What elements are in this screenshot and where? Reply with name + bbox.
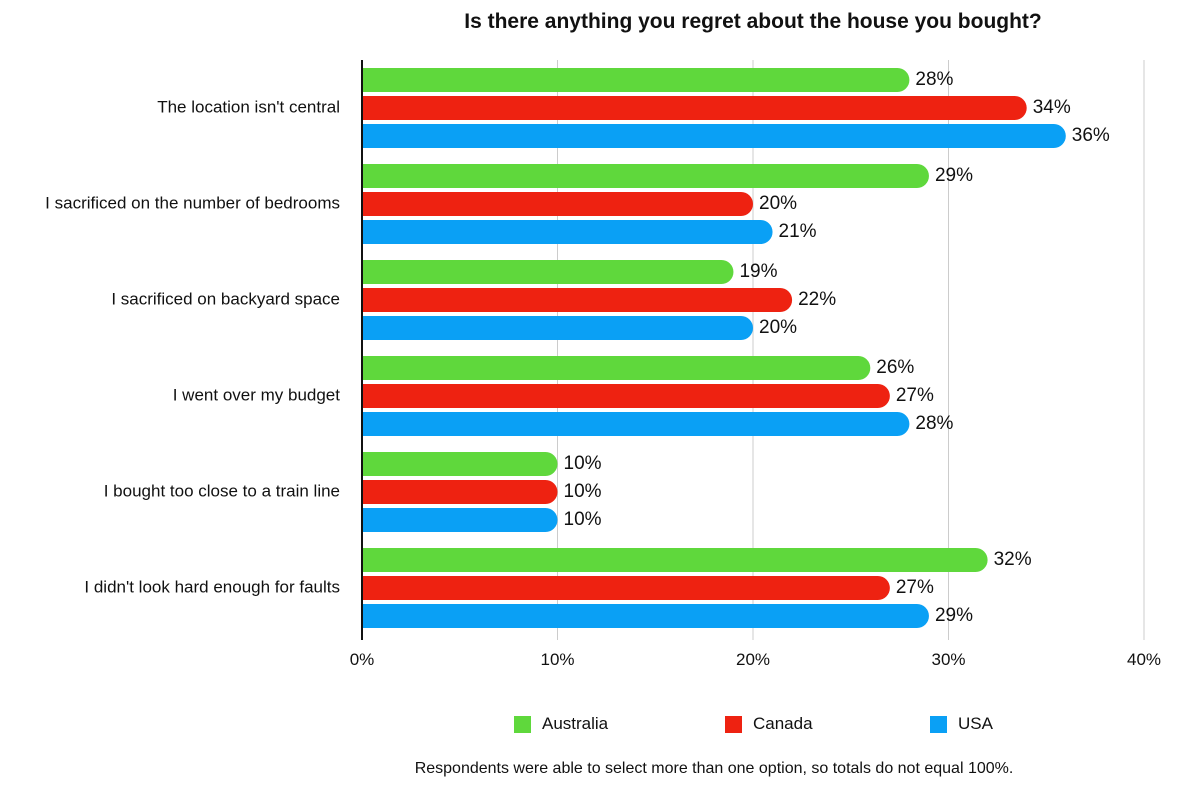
data-label: 29% — [935, 605, 973, 626]
data-label: 19% — [739, 261, 777, 282]
bar-canada — [362, 288, 793, 312]
data-label: 34% — [1033, 97, 1071, 118]
bar-usa — [362, 124, 1066, 148]
data-labels: 28%34%36%29%20%21%19%22%20%26%27%28%10%1… — [564, 69, 1110, 626]
bar-usa — [362, 604, 929, 628]
data-label: 32% — [994, 549, 1032, 570]
data-label: 10% — [564, 481, 602, 502]
data-label: 29% — [935, 165, 973, 186]
legend: Australia Canada USA — [0, 712, 1180, 736]
data-label: 28% — [915, 69, 953, 90]
bar-canada — [362, 192, 753, 216]
category-label: I sacrificed on the number of bedrooms — [45, 193, 340, 212]
bar-australia — [362, 260, 734, 284]
data-label: 36% — [1072, 125, 1110, 146]
grid-lines — [557, 60, 1145, 640]
data-label: 10% — [564, 509, 602, 530]
data-label: 27% — [896, 385, 934, 406]
x-tick-labels: 0% 10% 20% 30% 40% — [350, 650, 1161, 669]
data-label: 20% — [759, 193, 797, 214]
data-label: 27% — [896, 577, 934, 598]
category-label: The location isn't central — [157, 97, 340, 116]
bar-australia — [362, 356, 871, 380]
x-tick-label: 10% — [540, 650, 574, 669]
data-label: 22% — [798, 289, 836, 310]
bar-canada — [362, 576, 890, 600]
bar-australia — [362, 68, 910, 92]
legend-label: Australia — [542, 714, 609, 733]
x-tick-label: 30% — [931, 650, 965, 669]
legend-item-canada: Canada — [725, 712, 813, 736]
x-tick-label: 0% — [350, 650, 375, 669]
data-label: 26% — [876, 357, 914, 378]
chart-title: Is there anything you regret about the h… — [464, 10, 1042, 33]
category-label: I sacrificed on backyard space — [111, 289, 340, 308]
bar-canada — [362, 384, 890, 408]
footnote: Respondents were able to select more tha… — [414, 760, 1014, 777]
data-label: 28% — [915, 413, 953, 434]
category-label: I bought too close to a train line — [104, 481, 340, 500]
bar-australia — [362, 164, 929, 188]
category-label: I went over my budget — [173, 385, 341, 404]
data-label: 10% — [564, 453, 602, 474]
category-label: I didn't look hard enough for faults — [84, 577, 340, 596]
legend-label: USA — [958, 714, 993, 733]
bar-usa — [362, 412, 910, 436]
bar-australia — [362, 548, 988, 572]
bar-usa — [362, 508, 558, 532]
x-tick-label: 40% — [1127, 650, 1161, 669]
legend-item-usa: USA — [930, 712, 993, 736]
bar-canada — [362, 96, 1027, 120]
data-label: 21% — [779, 221, 817, 242]
legend-swatch — [725, 715, 742, 733]
bar-australia — [362, 452, 558, 476]
bar-canada — [362, 480, 558, 504]
legend-swatch — [930, 715, 947, 733]
legend-item-australia: Australia — [514, 712, 608, 736]
bar-usa — [362, 220, 773, 244]
legend-swatch — [514, 715, 531, 733]
x-tick-label: 20% — [736, 650, 770, 669]
bar-usa — [362, 316, 753, 340]
category-labels: The location isn't central I sacrificed o… — [45, 97, 340, 596]
legend-label: Canada — [753, 714, 813, 733]
bars — [362, 68, 1066, 628]
data-label: 20% — [759, 317, 797, 338]
bar-chart: 28%34%36%29%20%21%19%22%20%26%27%28%10%1… — [45, 60, 1161, 669]
